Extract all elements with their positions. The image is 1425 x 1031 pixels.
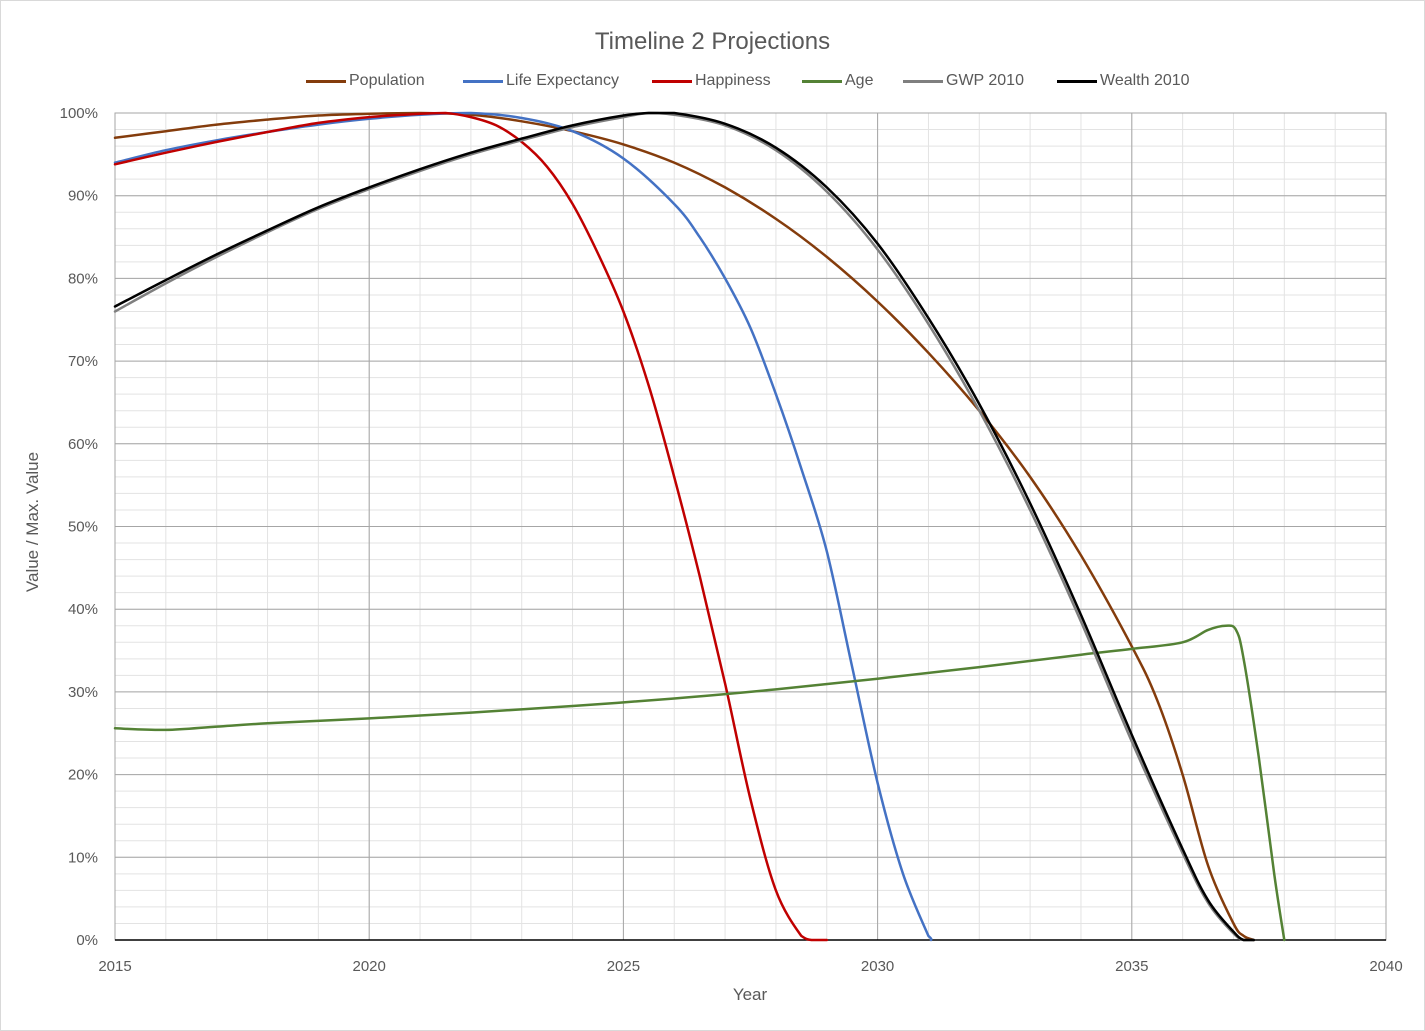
legend-label: Wealth 2010 [1100,72,1190,89]
legend-item-gwp-2010: GWP 2010 [903,72,1024,90]
y-tick-label: 70% [68,353,98,370]
y-tick-label: 30% [68,684,98,701]
legend-label: Happiness [695,72,771,89]
y-tick-label: 40% [68,601,98,618]
legend-label: Age [845,72,874,89]
legend-swatch [306,79,346,83]
x-tick-label: 2030 [861,958,894,975]
x-tick-label: 2035 [1115,958,1148,975]
y-tick-label: 100% [60,105,98,122]
x-tick-label: 2020 [353,958,386,975]
legend-swatch [463,79,503,83]
legend-label: GWP 2010 [946,72,1024,89]
series-line-wealth-2010 [113,111,1256,942]
y-tick-label: 80% [68,270,98,287]
y-tick-label: 60% [68,436,98,453]
y-axis-label: Value / Max. Value [23,452,42,592]
series-line-population [113,111,1256,942]
legend-swatch [652,79,692,83]
x-tick-label: 2015 [98,958,131,975]
series-line-happiness [113,111,829,942]
legend-item-happiness: Happiness [652,72,771,90]
series-line-life-expectancy [113,111,933,942]
series-line-age [113,624,1286,942]
legend-label: Life Expectancy [506,72,619,89]
legend-item-wealth-2010: Wealth 2010 [1057,72,1190,90]
legend-label: Population [349,72,425,89]
y-tick-label: 50% [68,519,98,536]
y-tick-label: 10% [68,849,98,866]
x-tick-label: 2025 [607,958,640,975]
legend-item-life-expectancy: Life Expectancy [463,72,619,90]
series-line-gwp-2010 [113,111,1256,942]
chart-title: Timeline 2 Projections [594,28,831,55]
legend-swatch [903,79,943,83]
legend-item-population: Population [306,72,425,90]
y-tick-label: 0% [76,932,98,949]
x-axis-label: Year [733,985,768,1004]
y-tick-label: 20% [68,767,98,784]
legend-swatch [1057,79,1097,83]
legend: Population Life Expectancy Happiness Age GWP… [0,72,1425,94]
legend-item-age: Age [802,72,873,90]
legend-swatch [802,79,842,83]
x-tick-label: 2040 [1369,958,1402,975]
y-tick-label: 90% [68,188,98,205]
